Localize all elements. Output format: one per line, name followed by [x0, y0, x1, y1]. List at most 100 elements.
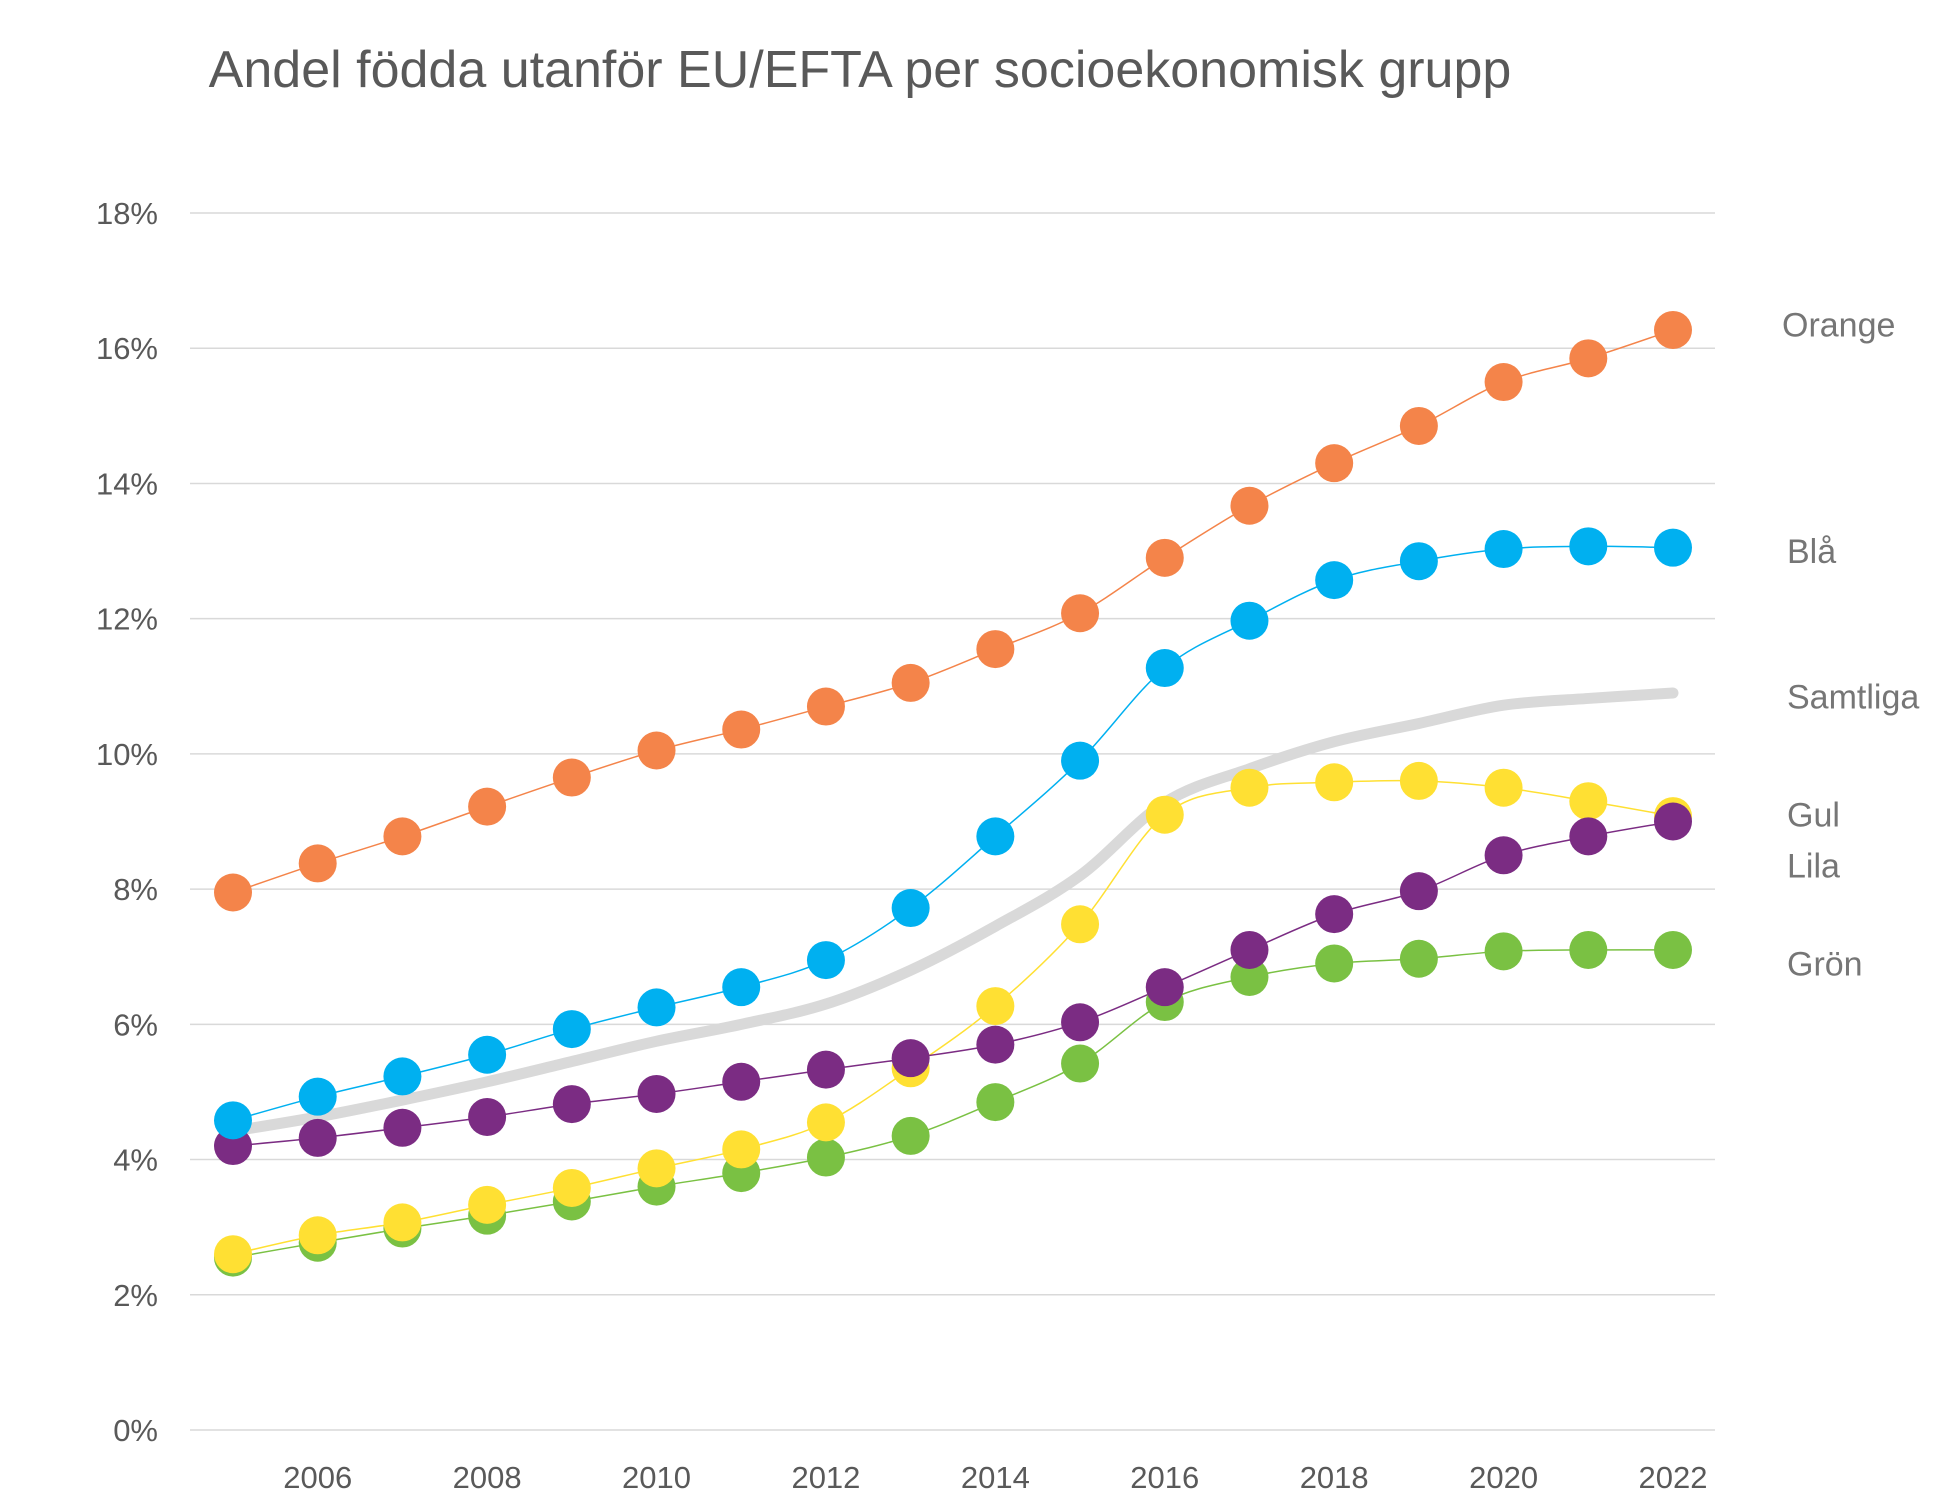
data-point-lila — [806, 1050, 845, 1089]
data-point-gron — [976, 1083, 1015, 1122]
data-point-bla — [552, 1010, 591, 1049]
x-tick-label: 2018 — [1300, 1460, 1369, 1495]
chart-title: Andel födda utanför EU/EFTA per socioeko… — [208, 41, 1512, 99]
data-point-gul — [298, 1216, 337, 1255]
data-point-gul — [468, 1185, 507, 1224]
y-tick-label: 12% — [96, 602, 158, 637]
data-point-gul — [722, 1130, 761, 1169]
data-point-lila — [1061, 1003, 1100, 1042]
data-point-gul — [1569, 782, 1608, 821]
data-point-lila — [1315, 895, 1354, 934]
data-point-bla — [383, 1057, 422, 1096]
data-point-orange — [298, 844, 337, 883]
data-point-orange — [891, 663, 930, 702]
series-label-bla: Blå — [1787, 533, 1836, 571]
gridlines — [190, 212, 1715, 1431]
data-point-bla — [976, 817, 1015, 856]
data-point-lila — [722, 1062, 761, 1101]
data-point-gul — [214, 1235, 252, 1274]
data-point-gul — [637, 1149, 676, 1188]
y-tick-label: 8% — [113, 872, 158, 907]
data-point-bla — [1399, 542, 1438, 581]
series-labels: Orange Blå Samtliga Gul Lila Grön — [1782, 307, 1919, 984]
data-point-bla — [1315, 561, 1354, 600]
data-point-gron — [1484, 932, 1523, 971]
data-point-lila — [298, 1118, 337, 1157]
data-point-gul — [1399, 761, 1438, 800]
y-tick-label: 18% — [96, 196, 158, 231]
y-tick-label: 16% — [96, 331, 158, 366]
data-point-gul — [806, 1103, 845, 1142]
x-tick-label: 2020 — [1469, 1460, 1538, 1495]
data-point-orange — [1399, 406, 1438, 445]
data-point-bla — [1484, 530, 1523, 569]
data-point-gul — [1315, 763, 1354, 802]
data-point-bla — [1061, 741, 1100, 780]
data-point-gul — [383, 1203, 422, 1242]
data-point-gul — [552, 1168, 591, 1207]
data-point-gul — [1145, 795, 1184, 834]
data-point-gron — [891, 1116, 930, 1155]
x-tick-label: 2022 — [1639, 1460, 1708, 1495]
data-point-orange — [552, 758, 591, 797]
series-label-lila: Lila — [1787, 847, 1840, 885]
series-markers — [214, 310, 1692, 1277]
data-point-bla — [637, 988, 676, 1027]
data-point-lila — [1230, 930, 1269, 969]
data-point-gron — [1230, 958, 1269, 997]
series-lines — [227, 329, 1679, 1259]
data-point-orange — [1230, 486, 1269, 525]
data-point-bla — [1145, 649, 1184, 688]
x-tick-label: 2016 — [1130, 1460, 1199, 1495]
data-point-orange — [1061, 594, 1100, 633]
data-point-orange — [976, 630, 1015, 669]
series-line-bla — [232, 545, 1674, 1122]
data-point-gul — [1230, 768, 1269, 807]
series-label-gul: Gul — [1787, 797, 1840, 835]
x-axis-ticks: 2006 2008 2010 2012 2014 2016 2018 2020 2022 — [283, 1460, 1707, 1495]
data-point-lila — [1569, 817, 1608, 856]
data-point-orange — [1569, 339, 1608, 378]
data-point-lila — [891, 1039, 930, 1078]
data-point-gron — [1569, 930, 1608, 969]
data-point-orange — [1484, 363, 1523, 402]
y-tick-label: 2% — [113, 1278, 158, 1313]
data-point-gron — [1399, 939, 1438, 978]
data-point-orange — [214, 873, 252, 912]
data-point-bla — [214, 1101, 252, 1140]
data-point-orange — [1145, 538, 1184, 577]
series-line-gul — [232, 779, 1674, 1255]
data-point-orange — [1315, 444, 1354, 483]
y-tick-label: 6% — [113, 1007, 158, 1042]
series-label-gron: Grön — [1787, 945, 1863, 983]
data-point-orange — [383, 817, 422, 856]
x-tick-label: 2012 — [791, 1460, 860, 1495]
data-point-orange — [468, 787, 507, 826]
series-label-samtliga: Samtliga — [1787, 678, 1919, 716]
x-tick-label: 2014 — [961, 1460, 1030, 1495]
data-point-orange — [637, 731, 676, 770]
data-point-gul — [1484, 768, 1523, 807]
data-point-gron — [1654, 930, 1692, 969]
series-line-lila — [232, 820, 1674, 1147]
data-point-bla — [891, 889, 930, 928]
data-point-bla — [1654, 528, 1692, 567]
data-point-orange — [1654, 310, 1692, 349]
data-point-gron — [806, 1138, 845, 1177]
data-point-lila — [468, 1097, 507, 1136]
series-label-orange: Orange — [1782, 307, 1895, 345]
data-point-lila — [383, 1108, 422, 1147]
data-point-bla — [722, 968, 761, 1007]
data-point-lila — [1399, 872, 1438, 911]
data-point-bla — [468, 1035, 507, 1074]
data-point-lila — [976, 1025, 1015, 1064]
data-point-orange — [722, 710, 761, 749]
data-point-gron — [1061, 1044, 1100, 1083]
series-line-samtliga — [227, 687, 1679, 1137]
data-point-lila — [1145, 968, 1184, 1007]
data-point-lila — [1484, 836, 1523, 875]
x-tick-label: 2010 — [622, 1460, 691, 1495]
data-point-gul — [1061, 905, 1100, 944]
data-point-gron — [1315, 944, 1354, 983]
series-line-gron — [232, 949, 1674, 1259]
